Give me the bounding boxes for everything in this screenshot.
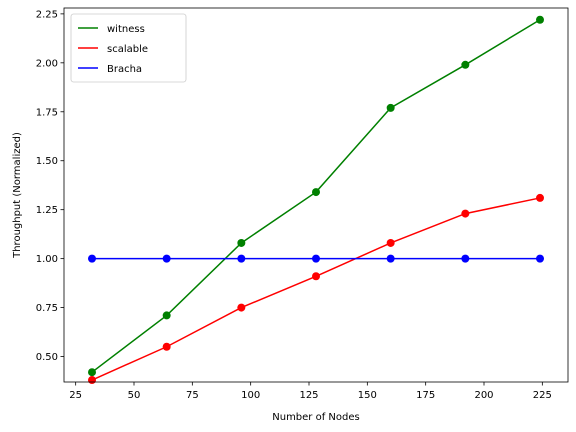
data-point-scalable (88, 376, 96, 385)
y-tick-label: 0.75 (36, 303, 58, 314)
data-point-witness (162, 311, 171, 320)
x-tick-label: 50 (128, 390, 141, 401)
data-point-scalable (162, 342, 171, 351)
data-point-scalable (461, 209, 470, 218)
x-tick-label: 175 (416, 390, 435, 401)
legend: witness scalable Bracha (70, 13, 187, 83)
y-tick-label: 1.75 (36, 107, 58, 118)
x-tick-label: 150 (358, 390, 377, 401)
y-tick-label: 1.00 (36, 254, 58, 265)
x-tick-label: 125 (299, 390, 318, 401)
legend-label-scalable: scalable (107, 44, 148, 55)
data-point-witness (386, 103, 395, 112)
y-tick-label: 2.00 (36, 58, 58, 69)
data-point-bracha (386, 254, 395, 263)
data-point-witness (312, 188, 320, 197)
x-tick-label: 25 (69, 390, 82, 401)
legend-label-witness: witness (107, 24, 145, 35)
y-tick-label: 1.25 (36, 205, 58, 216)
data-point-bracha (312, 254, 320, 263)
legend-label-bracha: Bracha (107, 64, 142, 75)
data-point-bracha (162, 254, 171, 263)
data-point-witness (88, 368, 96, 377)
plot-frame (63, 7, 569, 383)
y-tick-label: 0.50 (36, 352, 58, 363)
data-point-bracha (536, 254, 544, 263)
x-tick-label: 100 (241, 390, 260, 401)
x-tick-label: 200 (474, 390, 493, 401)
series-layer (88, 15, 544, 385)
data-point-witness (536, 15, 544, 24)
y-axis-label: Throughput (Normalized) (12, 132, 23, 259)
data-point-witness (237, 238, 246, 247)
data-point-bracha (237, 254, 246, 263)
y-axis: 0.50 0.75 1.00 1.25 1.50 1.75 2.00 2.25 (36, 9, 64, 363)
data-point-bracha (461, 254, 470, 263)
x-axis: 25 50 75 100 125 150 175 200 225 (69, 382, 552, 401)
data-point-scalable (386, 238, 395, 247)
y-tick-label: 1.50 (36, 156, 58, 167)
legend-box (70, 13, 187, 83)
data-point-bracha (88, 254, 96, 263)
y-tick-label: 2.25 (36, 9, 58, 20)
data-point-scalable (237, 303, 246, 312)
data-point-witness (461, 60, 470, 69)
data-point-scalable (536, 193, 544, 202)
x-axis-label: Number of Nodes (272, 412, 359, 423)
x-tick-label: 225 (533, 390, 552, 401)
data-point-scalable (312, 272, 320, 281)
x-tick-label: 75 (186, 390, 199, 401)
